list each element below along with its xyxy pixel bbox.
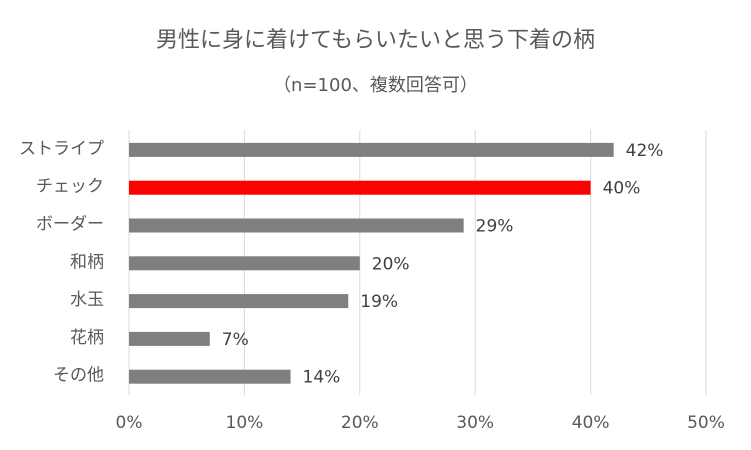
category-label: ボーダー bbox=[36, 215, 104, 235]
category-label: 和柄 bbox=[70, 252, 104, 272]
x-tick-label: 20% bbox=[341, 413, 379, 433]
category-label: 水玉 bbox=[70, 290, 104, 310]
category-label: 花柄 bbox=[70, 328, 104, 348]
bar bbox=[129, 294, 349, 309]
x-tick-label: 30% bbox=[456, 413, 494, 433]
data-label: 40% bbox=[603, 179, 641, 199]
x-tick-label: 40% bbox=[572, 413, 610, 433]
bars bbox=[129, 142, 614, 384]
x-tick-label: 50% bbox=[687, 413, 725, 433]
data-label: 29% bbox=[476, 217, 514, 237]
bar bbox=[129, 142, 614, 157]
data-label: 42% bbox=[626, 141, 664, 161]
data-label: 19% bbox=[360, 292, 398, 312]
bar bbox=[129, 180, 591, 195]
labels: 0% 10% 20% 30% 40% 50% ストライプ 42% チェック 40% ボーダー 29% 和… bbox=[19, 139, 725, 433]
category-label: チェック bbox=[36, 177, 104, 197]
bar bbox=[129, 369, 291, 384]
x-tick-label: 0% bbox=[116, 413, 143, 433]
chart-title: 男性に身に着けてもらいたいと思う下着の柄 bbox=[156, 28, 595, 53]
bar bbox=[129, 331, 210, 346]
category-label: ストライプ bbox=[19, 139, 104, 159]
bar bbox=[129, 256, 360, 271]
category-label: その他 bbox=[53, 366, 104, 386]
bar bbox=[129, 218, 464, 233]
data-label: 20% bbox=[372, 254, 410, 274]
data-label: 7% bbox=[222, 330, 249, 350]
data-label: 14% bbox=[303, 368, 341, 388]
x-tick-label: 10% bbox=[226, 413, 264, 433]
chart-subtitle: （n=100、複数回答可） bbox=[273, 75, 478, 96]
